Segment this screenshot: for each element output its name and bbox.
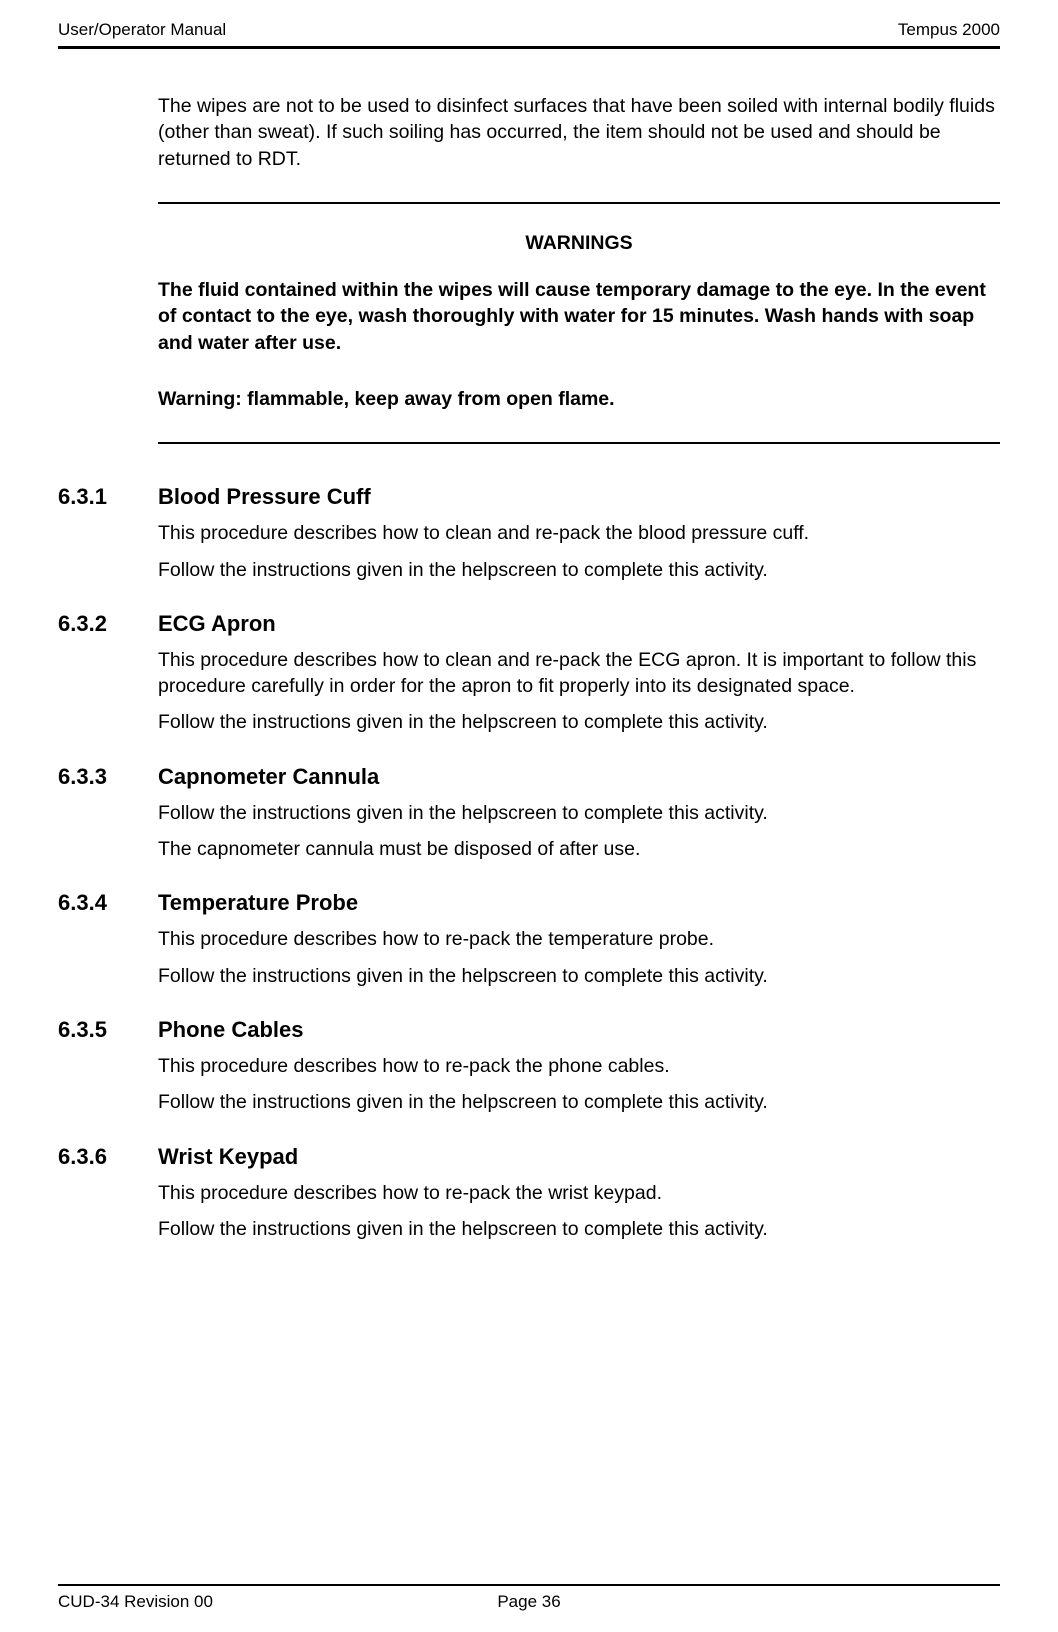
- header-rule: [58, 46, 1000, 49]
- body-paragraph: Follow the instructions given in the hel…: [158, 800, 1000, 826]
- warnings-title: WARNINGS: [158, 232, 1000, 255]
- body-paragraph: Follow the instructions given in the hel…: [158, 1089, 1000, 1115]
- footer-rule: [58, 1584, 1000, 1586]
- section-heading-636: 6.3.6 Wrist Keypad: [58, 1144, 1000, 1170]
- body-paragraph: This procedure describes how to re-pack …: [158, 926, 1000, 952]
- section-number: 6.3.3: [58, 764, 158, 790]
- section-body-631: This procedure describes how to clean an…: [158, 520, 1000, 583]
- section-body-635: This procedure describes how to re-pack …: [158, 1053, 1000, 1116]
- section-heading-631: 6.3.1 Blood Pressure Cuff: [58, 484, 1000, 510]
- body-paragraph: Follow the instructions given in the hel…: [158, 963, 1000, 989]
- section-number: 6.3.1: [58, 484, 158, 510]
- warnings-box: WARNINGS The fluid contained within the …: [158, 202, 1000, 444]
- section-heading-635: 6.3.5 Phone Cables: [58, 1017, 1000, 1043]
- header-right: Tempus 2000: [898, 20, 1000, 40]
- warnings-top-rule: [158, 202, 1000, 204]
- section-number: 6.3.2: [58, 611, 158, 637]
- page-header: User/Operator Manual Tempus 2000: [58, 20, 1000, 46]
- section-title: Blood Pressure Cuff: [158, 484, 371, 510]
- warnings-paragraph-1: The fluid contained within the wipes wil…: [158, 277, 1000, 356]
- body-paragraph: The capnometer cannula must be disposed …: [158, 836, 1000, 862]
- section-body-633: Follow the instructions given in the hel…: [158, 800, 1000, 863]
- section-heading-633: 6.3.3 Capnometer Cannula: [58, 764, 1000, 790]
- section-heading-632: 6.3.2 ECG Apron: [58, 611, 1000, 637]
- section-heading-634: 6.3.4 Temperature Probe: [58, 890, 1000, 916]
- content-area: The wipes are not to be used to disinfec…: [58, 93, 1000, 1242]
- body-paragraph: This procedure describes how to clean an…: [158, 520, 1000, 546]
- section-number: 6.3.5: [58, 1017, 158, 1043]
- body-paragraph: Follow the instructions given in the hel…: [158, 1216, 1000, 1242]
- footer-row: CUD-34 Revision 00 Page 36: [58, 1592, 1000, 1612]
- section-body-634: This procedure describes how to re-pack …: [158, 926, 1000, 989]
- page: User/Operator Manual Tempus 2000 The wip…: [0, 0, 1058, 1632]
- intro-paragraph: The wipes are not to be used to disinfec…: [158, 93, 1000, 172]
- section-title: ECG Apron: [158, 611, 276, 637]
- body-paragraph: This procedure describes how to re-pack …: [158, 1053, 1000, 1079]
- warnings-paragraph-2: Warning: flammable, keep away from open …: [158, 386, 1000, 412]
- warnings-bottom-rule: [158, 442, 1000, 444]
- section-title: Wrist Keypad: [158, 1144, 298, 1170]
- body-paragraph: Follow the instructions given in the hel…: [158, 557, 1000, 583]
- section-title: Temperature Probe: [158, 890, 358, 916]
- section-title: Capnometer Cannula: [158, 764, 379, 790]
- footer-center: Page 36: [58, 1592, 1000, 1612]
- section-title: Phone Cables: [158, 1017, 303, 1043]
- section-number: 6.3.4: [58, 890, 158, 916]
- page-footer: CUD-34 Revision 00 Page 36: [58, 1584, 1000, 1612]
- header-left: User/Operator Manual: [58, 20, 226, 40]
- section-body-632: This procedure describes how to clean an…: [158, 647, 1000, 736]
- section-body-636: This procedure describes how to re-pack …: [158, 1180, 1000, 1243]
- body-paragraph: Follow the instructions given in the hel…: [158, 709, 1000, 735]
- body-paragraph: This procedure describes how to clean an…: [158, 647, 1000, 700]
- body-paragraph: This procedure describes how to re-pack …: [158, 1180, 1000, 1206]
- section-number: 6.3.6: [58, 1144, 158, 1170]
